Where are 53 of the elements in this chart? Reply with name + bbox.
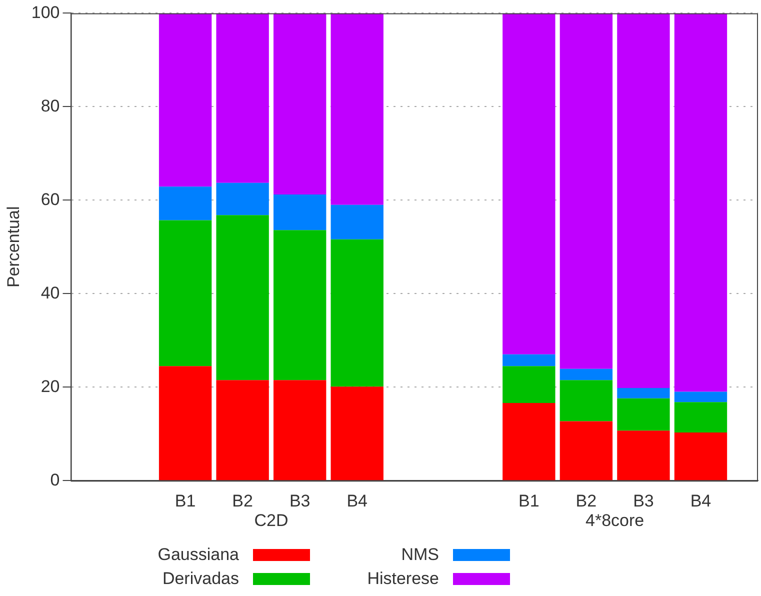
bar bbox=[502, 13, 556, 354]
bar bbox=[674, 13, 728, 392]
x-tick-label: B1 bbox=[174, 491, 196, 510]
bar bbox=[502, 403, 556, 480]
legend-label: NMS bbox=[401, 545, 439, 565]
x-tick-label: B3 bbox=[289, 491, 310, 510]
text: C2D bbox=[254, 510, 288, 530]
y-tick-label: 80 bbox=[40, 96, 60, 116]
y-tick-label: 100 bbox=[31, 2, 60, 22]
bar bbox=[216, 215, 269, 380]
bar bbox=[502, 366, 556, 404]
x-tick-label: B2 bbox=[232, 491, 253, 510]
y-axis-title: Percentual bbox=[4, 206, 23, 288]
legend-label: Histerese bbox=[367, 569, 439, 589]
bar bbox=[158, 366, 212, 480]
x-tick-label: B4 bbox=[346, 491, 368, 510]
bar bbox=[617, 398, 670, 431]
bar bbox=[330, 386, 384, 480]
bar bbox=[216, 182, 269, 216]
bar bbox=[274, 380, 326, 480]
y-tick-label: 40 bbox=[40, 283, 60, 302]
bar bbox=[560, 13, 613, 369]
x-tick-label: B3 bbox=[633, 491, 654, 510]
bar bbox=[158, 13, 212, 187]
bar bbox=[617, 13, 670, 388]
bar bbox=[158, 186, 212, 220]
x-tick-label: B2 bbox=[576, 491, 597, 510]
y-tick-label: 20 bbox=[40, 376, 60, 396]
legend-label: Gaussiana bbox=[158, 545, 239, 565]
legend-label: Derivadas bbox=[162, 569, 239, 589]
bar bbox=[674, 432, 728, 480]
text: 4*8core bbox=[586, 510, 644, 530]
x-tick-label: B1 bbox=[518, 491, 540, 510]
bar bbox=[617, 388, 670, 398]
bar bbox=[216, 13, 269, 183]
y-tick-label: 60 bbox=[40, 190, 60, 209]
bar bbox=[158, 220, 212, 366]
x-tick-label: B4 bbox=[690, 491, 712, 510]
bar bbox=[330, 239, 384, 387]
y-tick-label: 0 bbox=[50, 470, 60, 490]
bar bbox=[560, 380, 613, 422]
bar bbox=[502, 354, 556, 366]
bar bbox=[274, 194, 326, 230]
bar bbox=[330, 13, 384, 205]
bar bbox=[274, 230, 326, 380]
bar bbox=[560, 368, 613, 380]
bar bbox=[617, 430, 670, 480]
bar bbox=[674, 392, 728, 402]
bar bbox=[330, 204, 384, 240]
bar bbox=[560, 421, 613, 480]
bar bbox=[216, 380, 269, 480]
bar bbox=[274, 13, 326, 195]
bar bbox=[674, 402, 728, 432]
